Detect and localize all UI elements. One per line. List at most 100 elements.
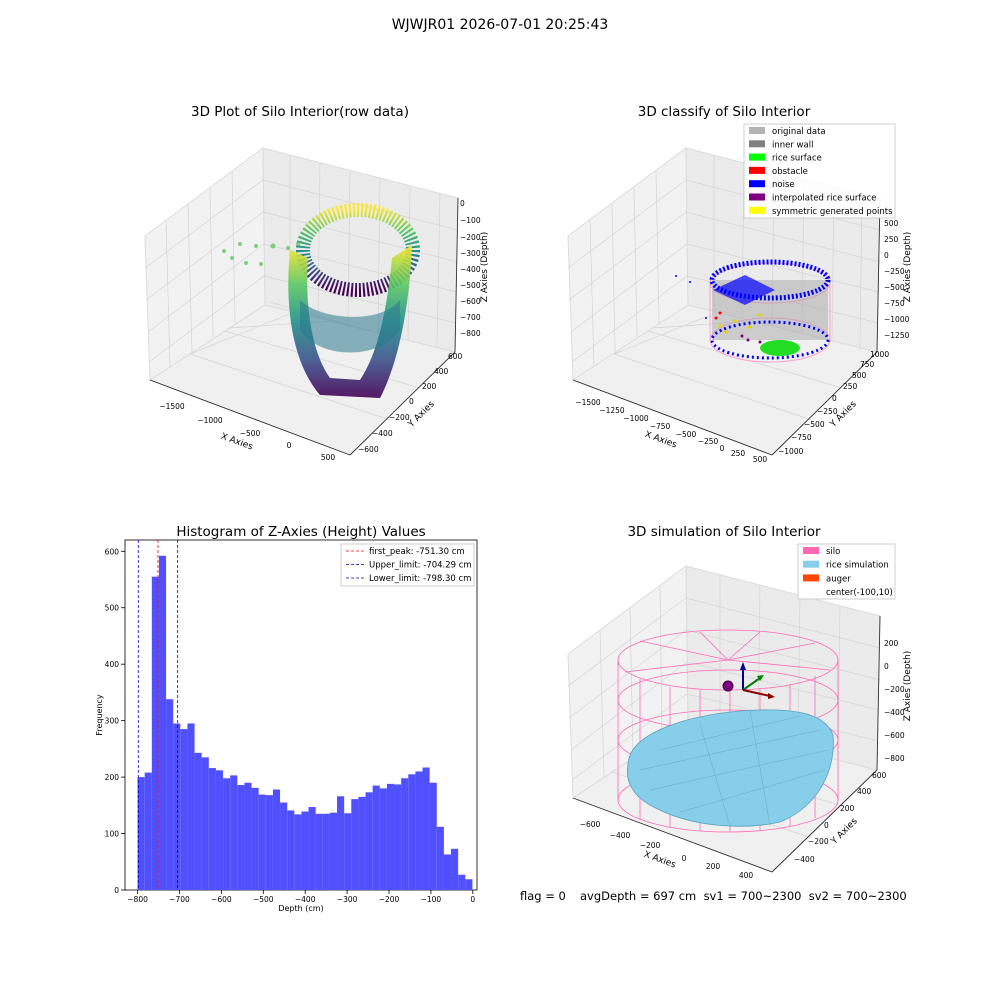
z-tick-label: −100 [460,216,481,225]
y-tick-label: 1000 [870,350,889,359]
legend-label: center(-100,10) [826,588,893,598]
y-tick-label: 400 [434,367,449,376]
z-tick-label: −200 [884,685,905,694]
auger [722,662,775,699]
y-tick-label: 600 [448,352,463,361]
z-tick-label: −750 [884,299,905,308]
histogram-bar [351,799,359,890]
z-tick-label: 200 [884,639,899,648]
x-axis-label: X Axies [642,850,677,871]
histogram-bar [458,874,466,890]
legend-swatch [749,166,765,174]
3d-axis-lines [572,615,881,873]
x-tick-label: −500 [240,429,261,438]
rice-simulation-surface [626,709,834,827]
z-tick-label: −600 [460,297,481,306]
x-tick-label: −1500 [159,402,185,411]
y-tick-label: 400 [105,660,120,669]
y-tick-label: 100 [105,830,120,839]
legend-label: noise [772,180,795,190]
figure-suptitle: WJWJR01 2026-07-01 20:25:43 [391,17,609,33]
histogram-bar [358,796,366,890]
x-axis-label: Depth (cm) [278,904,323,913]
panel-histogram: Histogram of Z-Axies (Height) Values −80… [95,524,478,913]
legend-label: Upper_limit: -704.29 cm [369,561,472,571]
z-tick-label: −300 [460,249,481,258]
z-tick-label: −1250 [884,331,910,340]
3d-pane-walls [144,147,459,456]
histogram-bar [436,826,444,890]
tick-labels: −1500 −1250 −1000 −750 −500 −250 0 250 5… [575,219,909,464]
legend-swatch [749,127,765,134]
histogram-bar [194,752,202,890]
x-tick-label: −200 [379,895,400,904]
legend-label: inner wall [772,140,813,150]
histogram-bar [443,854,452,890]
histogram-bar [215,770,224,890]
histogram-bar [451,848,459,890]
x-tick-label: −100 [421,895,442,904]
histogram-bar [408,774,416,890]
legend-swatch [749,193,765,201]
y-axis-label: Y Axies [829,816,860,847]
x-tick-label: −700 [169,895,190,904]
x-tick-label: 500 [321,453,336,462]
z-tick-label: 0 [884,662,889,671]
x-tick-label: −500 [676,430,697,439]
panel-classify-3d: 3D classify of Silo Interior [567,104,913,464]
histogram-bar [329,812,338,890]
histogram-bar [251,787,259,890]
histogram-bar [208,768,216,890]
chart-title: 3D simulation of Silo Interior [627,524,821,540]
chart-title: 3D Plot of Silo Interior(row data) [191,104,409,120]
x-tick-label: −600 [211,895,232,904]
z-tick-label: −1000 [884,315,910,324]
y-tick-label: 600 [105,547,120,556]
z-tick-label: −500 [884,283,905,292]
y-ticks: 0 100 200 300 400 500 600 [105,547,125,895]
y-tick-label: −250 [817,407,838,416]
z-tick-label: −250 [884,267,905,276]
z-tick-label: −400 [884,708,905,717]
legend-label: rice simulation [826,561,889,571]
x-tick-label: 500 [753,455,768,464]
y-tick-label: 750 [860,360,875,369]
y-tick-label: 250 [843,382,858,391]
histogram-bar [258,794,266,890]
x-tick-label: −1500 [575,398,601,407]
x-tick-label: 0 [720,444,725,453]
reference-lines [137,540,179,890]
x-tick-label: 0 [682,854,687,863]
histogram-bar [180,729,188,890]
legend-label: auger [826,574,851,584]
legend-label: symmetric generated points [772,207,893,217]
histogram-bar [244,782,252,890]
status-summary: avgDepth = 697 cm sv1 = 700~2300 sv2 = 7… [580,889,907,903]
histogram-bar [386,783,395,890]
y-tick-label: 0 [409,397,414,406]
x-tick-label: −800 [127,895,148,904]
legend-label: silo [826,547,840,557]
z-tick-label: −500 [460,281,481,290]
y-tick-label: 200 [105,773,120,782]
x-tick-label: −250 [698,437,719,446]
y-tick-label: −600 [358,445,379,454]
histogram-bar [415,771,423,890]
y-tick-label: 300 [105,717,120,726]
legend-swatch [749,180,765,188]
3d-axis-lines [149,197,459,456]
legend: first_peak: -751.30 cm Upper_limit: -704.… [340,543,475,587]
x-tick-label: 200 [706,862,721,871]
panel-simulation-3d: 3D simulation of Silo Interior [567,524,913,880]
z-tick-label: −400 [460,265,481,274]
histogram-bars [137,555,473,890]
x-tick-label: −300 [337,895,358,904]
y-tick-label: −200 [389,413,410,422]
legend-swatch [749,153,765,161]
histogram-bar [322,813,330,890]
histogram-bar [173,723,181,890]
histogram-bar [137,777,145,890]
histogram-bar [151,576,159,890]
histogram-bar [429,782,437,890]
y-tick-label: 0 [832,394,837,403]
